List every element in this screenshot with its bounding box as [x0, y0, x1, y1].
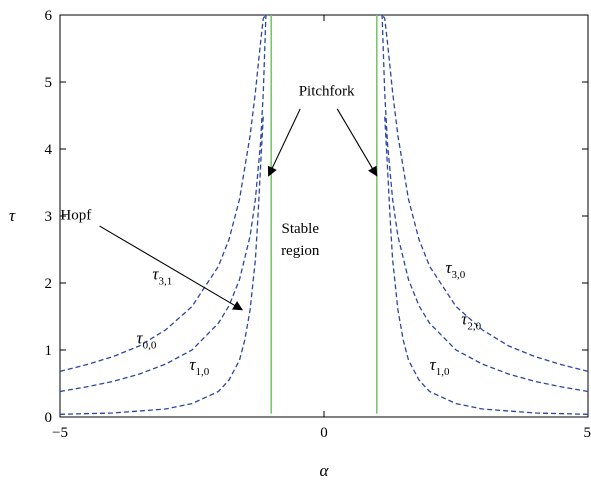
- annotation-arrow: [99, 225, 244, 311]
- y-tick-label: 1: [45, 343, 53, 359]
- series-line--2-0-right: [381, 14, 589, 393]
- series-line--1-0-left: [59, 115, 264, 415]
- y-tick-label: 0: [45, 410, 53, 426]
- y-axis-label: τ: [9, 206, 16, 225]
- curve-label: τ2,0: [461, 310, 481, 333]
- series-line--0-0-left: [59, 14, 267, 393]
- y-tick-label: 4: [45, 142, 53, 158]
- y-tick-label: 5: [45, 75, 53, 91]
- x-tick-label: −5: [52, 425, 68, 441]
- annotation-label: region: [281, 243, 320, 259]
- y-tick-label: 2: [45, 276, 53, 292]
- y-tick-label: 3: [45, 209, 53, 225]
- annotation-arrow: [336, 108, 378, 177]
- annotation-label: Hopf: [60, 207, 91, 223]
- plot-frame: [59, 14, 589, 418]
- series-layer: [59, 14, 589, 415]
- annotation-arrow: [267, 108, 301, 177]
- y-tick-label: 6: [45, 8, 53, 24]
- x-tick-label: 5: [584, 425, 591, 441]
- series-line--1-0-right: [384, 115, 589, 415]
- series-line--3-0-right: [379, 14, 589, 373]
- curve-label: τ1,0: [430, 355, 450, 378]
- curve-label: τ3,0: [445, 258, 465, 281]
- curve-label: τ1,0: [189, 355, 209, 378]
- curve-label: τ0,0: [137, 328, 157, 351]
- x-axis-label: α: [320, 461, 330, 480]
- annotation-label: Stable: [281, 221, 319, 237]
- annotation-layer: Pitchfork Hopf Stable region τ3,1 τ0,0 τ1,0 τ3,…: [60, 83, 481, 378]
- annotation-label: Pitchfork: [299, 83, 355, 99]
- x-tick-label: 0: [320, 425, 328, 441]
- series-line--3-1-left: [59, 14, 269, 373]
- curve-label: τ3,1: [152, 265, 172, 288]
